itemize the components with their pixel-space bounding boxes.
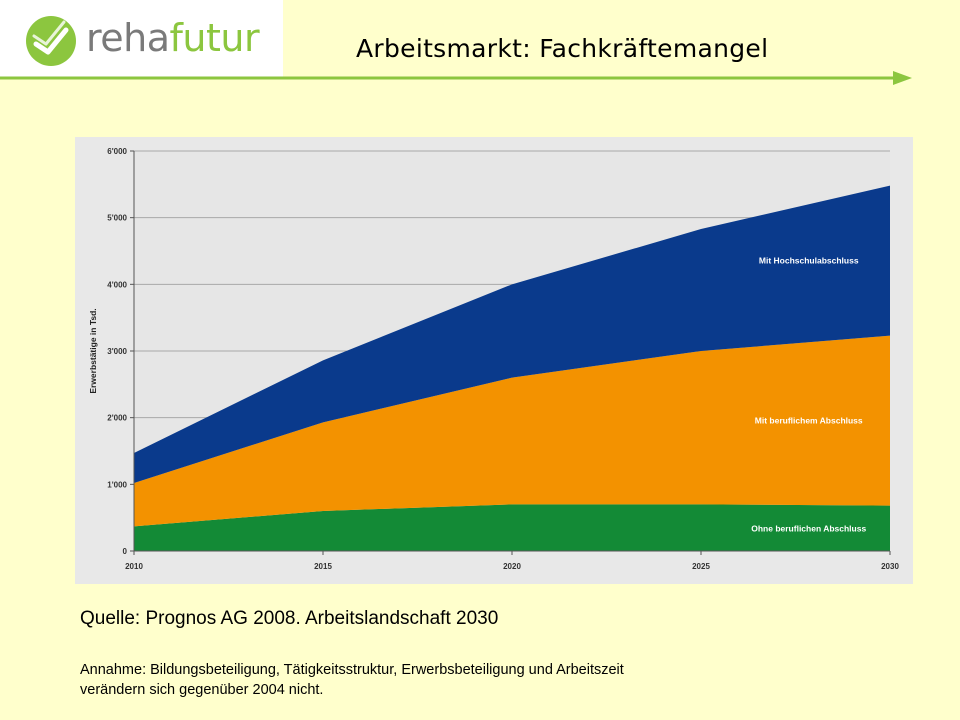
x-tick-label: 2020 [503,562,521,571]
y-tick-label: 0 [123,547,128,556]
chart-panel: 0 1'000 2'000 3'000 4'000 5'000 6'000 Ohne beru… [75,137,913,584]
area-series-2 [134,335,890,527]
series-label: Ohne beruflichen Abschluss [751,523,866,533]
logo: rehafutur [0,0,283,78]
source-text: Quelle: Prognos AG 2008. Arbeitslandscha… [80,608,499,629]
logo-text-reha: reha [86,16,170,60]
y-tick-label: 3'000 [107,347,127,356]
y-tick-label: 5'000 [107,214,127,223]
y-tick-label: 2'000 [107,414,127,423]
y-tick-label: 4'000 [107,280,127,289]
y-axis-title: Erwerbstätige in Tsd. [88,308,98,393]
x-tick-label: 2010 [125,562,143,571]
area-series-1 [134,504,890,551]
y-tick-label: 1'000 [107,480,127,489]
rehafutur-logo-icon [26,16,76,66]
series-label: Mit Hochschulabschluss [759,256,859,266]
assumption-note-line-2: verändern sich gegenüber 2004 nicht. [80,682,324,698]
x-tick-label: 2015 [314,562,332,571]
stacked-area-chart: 0 1'000 2'000 3'000 4'000 5'000 6'000 Ohne beru… [88,147,899,571]
header: rehafutur Arbeitsmarkt: Fachkräftemangel [0,0,960,80]
assumption-note: Annahme: Bildungsbeteiligung, Tätigkeits… [80,660,840,700]
logo-text-futur: futur [169,16,260,60]
logo-text: rehafutur [86,13,260,63]
header-arrow-line [0,71,912,85]
series-label: Mit beruflichem Abschluss [755,416,863,426]
page-title: Arbeitsmarkt: Fachkräftemangel [356,34,769,63]
area-series-3 [134,185,890,483]
x-tick-label: 2030 [881,562,899,571]
assumption-note-line-1: Annahme: Bildungsbeteiligung, Tätigkeits… [80,662,624,678]
y-tick-label: 6'000 [107,147,127,156]
x-tick-label: 2025 [692,562,710,571]
